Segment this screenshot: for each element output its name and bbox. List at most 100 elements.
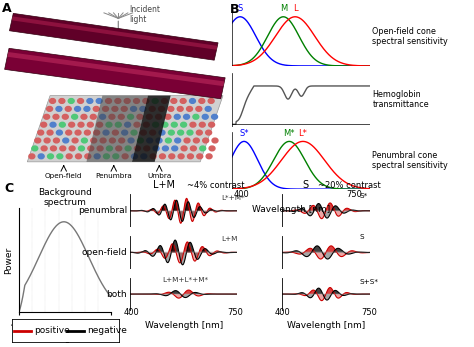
Text: S: S [237,4,243,13]
Polygon shape [27,96,223,162]
Circle shape [193,115,199,119]
Text: 750: 750 [228,308,244,317]
Circle shape [162,99,167,103]
Text: S: S [359,235,364,240]
Circle shape [206,154,212,159]
Circle shape [125,146,131,151]
Text: M: M [280,4,287,13]
Circle shape [112,130,118,135]
Circle shape [69,122,74,127]
Circle shape [178,154,184,159]
Circle shape [51,146,56,151]
Circle shape [149,107,155,111]
Polygon shape [7,52,224,86]
Circle shape [113,154,119,159]
Circle shape [197,154,203,159]
Circle shape [106,99,111,103]
Circle shape [109,138,115,143]
Text: M*: M* [283,129,295,138]
Circle shape [75,154,82,159]
Text: S+S*: S+S* [359,279,378,285]
Circle shape [54,138,59,143]
Circle shape [44,138,50,143]
Circle shape [168,130,174,135]
Circle shape [41,146,47,151]
Circle shape [97,146,103,151]
Text: 750: 750 [361,308,377,317]
Circle shape [91,115,96,119]
Circle shape [183,115,190,119]
Circle shape [178,130,183,135]
Circle shape [100,138,106,143]
Circle shape [143,99,149,103]
Text: 400: 400 [275,308,291,317]
Circle shape [165,115,171,119]
Circle shape [190,99,195,103]
Polygon shape [12,16,218,50]
Text: S: S [303,180,309,190]
Circle shape [203,138,209,143]
Circle shape [181,146,187,151]
Circle shape [91,138,97,143]
Circle shape [187,130,193,135]
Text: Hemoglobin
transmittance: Hemoglobin transmittance [373,90,429,109]
Circle shape [206,130,211,135]
Circle shape [109,115,115,119]
Circle shape [50,99,55,103]
Circle shape [112,107,118,111]
Circle shape [159,107,164,111]
Circle shape [140,107,146,111]
Circle shape [107,146,112,151]
Circle shape [75,130,81,135]
Circle shape [162,122,168,127]
Text: positive: positive [34,326,70,335]
Circle shape [212,138,218,143]
Text: L*: L* [299,129,308,138]
Circle shape [82,138,87,143]
Text: L*+M*: L*+M* [221,195,245,201]
Text: Wavelength [nm]: Wavelength [nm] [145,321,223,330]
Circle shape [181,122,187,127]
Circle shape [137,115,143,119]
Circle shape [125,122,131,127]
Text: both: both [106,290,127,299]
Circle shape [119,138,125,143]
Text: penumbral: penumbral [78,206,127,215]
Circle shape [57,154,63,159]
Circle shape [137,138,143,143]
Circle shape [209,146,215,151]
Circle shape [115,122,121,127]
Circle shape [87,122,93,127]
Circle shape [46,107,53,111]
Text: Open-field: Open-field [45,173,82,179]
Circle shape [171,122,177,127]
Circle shape [68,99,74,103]
Circle shape [65,107,71,111]
Circle shape [60,146,66,151]
Circle shape [134,99,139,103]
Circle shape [115,99,121,103]
Circle shape [152,99,158,103]
Circle shape [131,130,137,135]
Circle shape [102,107,109,111]
Circle shape [190,122,196,127]
Circle shape [122,130,128,135]
Circle shape [69,146,75,151]
Text: L+M: L+M [221,236,238,242]
Circle shape [150,154,156,159]
Title: Background
spectrum: Background spectrum [38,188,92,208]
Circle shape [128,115,134,119]
Circle shape [153,122,159,127]
Circle shape [122,154,128,159]
Text: negative: negative [88,326,128,335]
Circle shape [165,138,171,143]
Circle shape [63,115,68,119]
Circle shape [202,115,208,119]
Circle shape [171,99,177,103]
Circle shape [159,154,165,159]
Circle shape [172,146,178,151]
Circle shape [191,146,196,151]
Polygon shape [9,14,218,60]
Circle shape [131,107,137,111]
Text: Wavelength [nm]: Wavelength [nm] [287,321,365,330]
